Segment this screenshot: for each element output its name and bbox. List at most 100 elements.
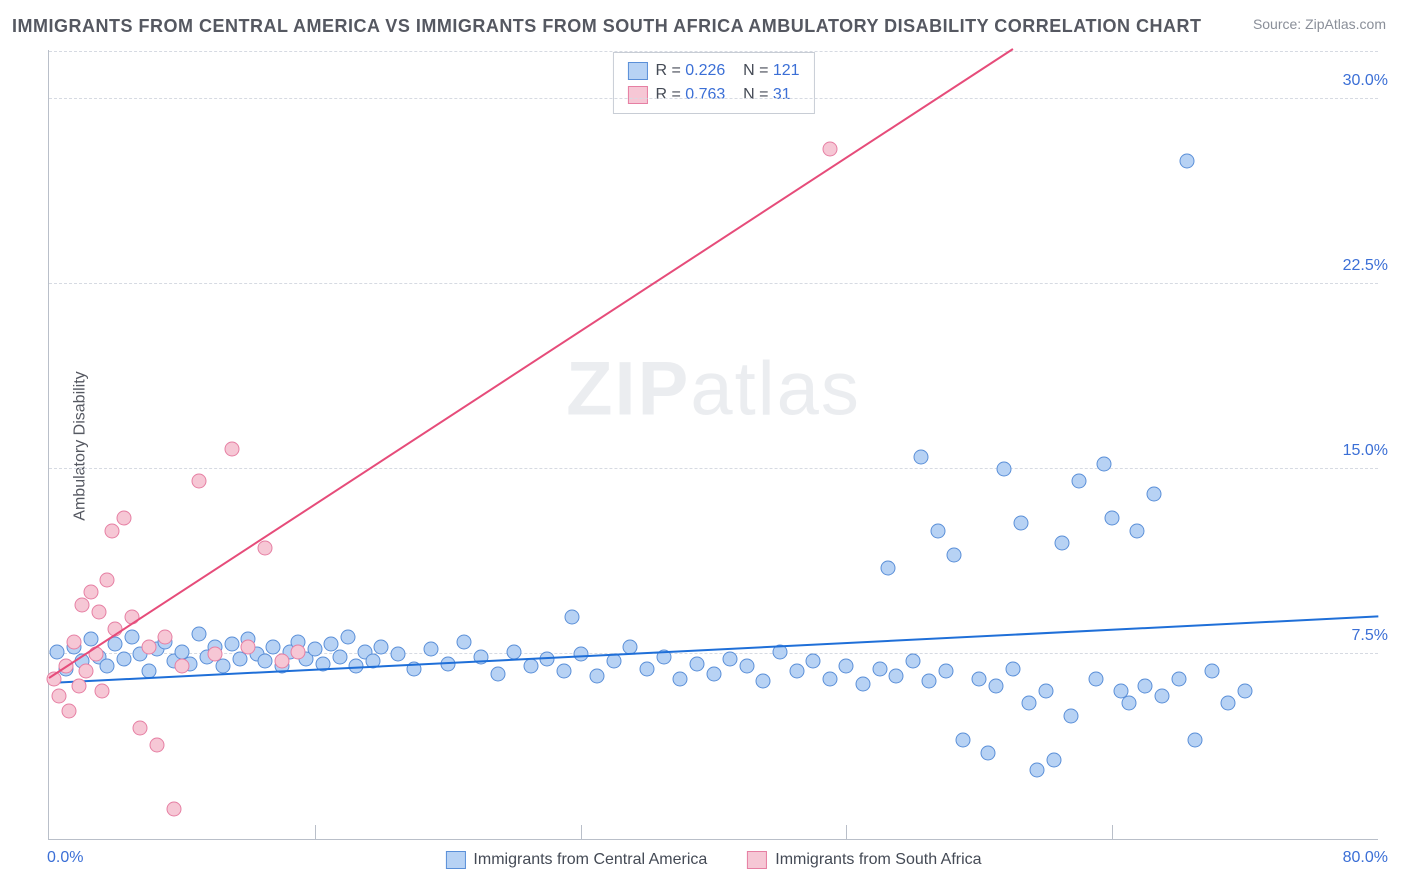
data-point (997, 462, 1012, 477)
data-point (257, 541, 272, 556)
x-tick (1112, 825, 1113, 839)
data-point (241, 639, 256, 654)
data-point (307, 642, 322, 657)
data-point (1105, 511, 1120, 526)
data-point (507, 644, 522, 659)
data-point (872, 661, 887, 676)
data-point (91, 605, 106, 620)
data-point (216, 659, 231, 674)
data-point (1005, 661, 1020, 676)
gridline-h (49, 98, 1378, 99)
chart-title: IMMIGRANTS FROM CENTRAL AMERICA VS IMMIG… (12, 16, 1201, 37)
data-point (980, 745, 995, 760)
swatch-icon (627, 62, 647, 80)
data-point (556, 664, 571, 679)
legend-item-series-2: Immigrants from South Africa (747, 851, 981, 869)
data-point (341, 629, 356, 644)
chart-plot-area: ZIPatlas R = 0.226 N = 121 R = 0.763 (48, 50, 1378, 840)
data-point (1238, 684, 1253, 699)
x-tick (315, 825, 316, 839)
data-point (133, 721, 148, 736)
data-point (1121, 696, 1136, 711)
data-point (806, 654, 821, 669)
data-point (1188, 733, 1203, 748)
data-point (166, 802, 181, 817)
swatch-icon (445, 851, 465, 869)
y-tick-label: 15.0% (1343, 442, 1388, 460)
data-point (1179, 153, 1194, 168)
data-point (930, 523, 945, 538)
data-point (191, 627, 206, 642)
data-point (61, 703, 76, 718)
data-point (1171, 671, 1186, 686)
data-point (1022, 696, 1037, 711)
data-point (457, 634, 472, 649)
data-point (116, 511, 131, 526)
data-point (1055, 536, 1070, 551)
data-point (640, 661, 655, 676)
source-label: Source: ZipAtlas.com (1253, 16, 1386, 32)
data-point (822, 141, 837, 156)
data-point (105, 523, 120, 538)
data-point (523, 659, 538, 674)
data-point (374, 639, 389, 654)
x-tick (581, 825, 582, 839)
x-axis-min-label: 0.0% (47, 849, 83, 867)
gridline-h (49, 468, 1378, 469)
data-point (95, 684, 110, 699)
data-point (116, 652, 131, 667)
data-point (856, 676, 871, 691)
legend-row-series-2: R = 0.763 N = 31 (627, 83, 799, 107)
data-point (71, 679, 86, 694)
swatch-icon (747, 851, 767, 869)
data-point (1038, 684, 1053, 699)
data-point (1146, 486, 1161, 501)
data-point (390, 647, 405, 662)
data-point (257, 654, 272, 669)
data-point (922, 674, 937, 689)
data-point (939, 664, 954, 679)
data-point (590, 669, 605, 684)
data-point (125, 629, 140, 644)
data-point (972, 671, 987, 686)
data-point (83, 585, 98, 600)
data-point (839, 659, 854, 674)
data-point (1130, 523, 1145, 538)
data-point (789, 664, 804, 679)
data-point (723, 652, 738, 667)
data-point (1088, 671, 1103, 686)
legend-row-series-1: R = 0.226 N = 121 (627, 59, 799, 83)
data-point (83, 632, 98, 647)
legend-item-series-1: Immigrants from Central America (445, 851, 707, 869)
data-point (1013, 516, 1028, 531)
data-point (706, 666, 721, 681)
data-point (1063, 708, 1078, 723)
y-tick-label: 7.5% (1352, 627, 1388, 645)
data-point (689, 656, 704, 671)
data-point (78, 664, 93, 679)
data-point (1030, 762, 1045, 777)
gridline-h (49, 51, 1378, 52)
data-point (51, 689, 66, 704)
series-legend: Immigrants from Central America Immigran… (445, 851, 981, 869)
data-point (191, 474, 206, 489)
data-point (673, 671, 688, 686)
data-point (822, 671, 837, 686)
data-point (988, 679, 1003, 694)
data-point (149, 738, 164, 753)
data-point (889, 669, 904, 684)
watermark: ZIPatlas (566, 346, 861, 433)
data-point (274, 654, 289, 669)
data-point (174, 659, 189, 674)
data-point (905, 654, 920, 669)
data-point (1096, 457, 1111, 472)
data-point (158, 629, 173, 644)
gridline-h (49, 283, 1378, 284)
data-point (739, 659, 754, 674)
data-point (565, 610, 580, 625)
data-point (955, 733, 970, 748)
data-point (208, 647, 223, 662)
data-point (224, 442, 239, 457)
data-point (100, 659, 115, 674)
data-point (266, 639, 281, 654)
